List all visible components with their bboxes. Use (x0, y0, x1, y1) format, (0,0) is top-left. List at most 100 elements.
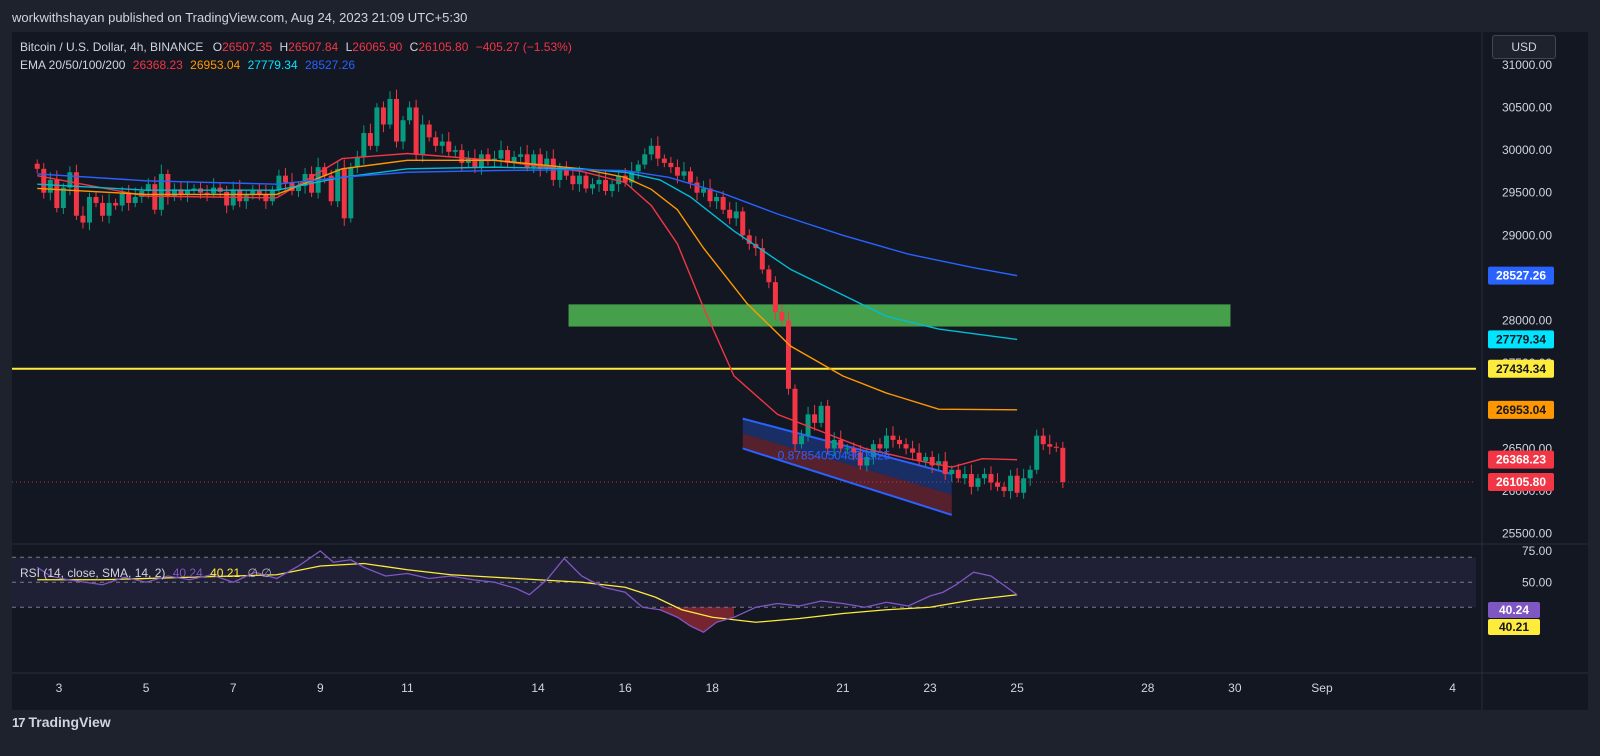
candle[interactable] (282, 175, 288, 183)
candle[interactable] (531, 154, 537, 168)
candle[interactable] (106, 202, 112, 216)
candle[interactable] (596, 179, 602, 185)
candle[interactable] (322, 167, 328, 176)
candle[interactable] (93, 196, 99, 203)
candle[interactable] (955, 469, 961, 479)
candle[interactable] (818, 405, 824, 423)
ema-line-ema-50[interactable] (37, 159, 1018, 411)
rsi-sma-line[interactable] (37, 562, 1018, 623)
candle[interactable] (668, 162, 674, 168)
candle[interactable] (446, 141, 452, 152)
candle[interactable] (720, 196, 726, 210)
tradingview-logo[interactable]: 17 TradingView (12, 714, 111, 730)
candle[interactable] (792, 388, 798, 445)
candle[interactable] (570, 175, 576, 185)
candle[interactable] (269, 190, 275, 202)
candle[interactable] (1034, 435, 1040, 470)
candle[interactable] (707, 188, 713, 202)
candle[interactable] (1001, 486, 1007, 492)
candle[interactable] (890, 435, 896, 440)
candle[interactable] (296, 185, 302, 191)
candle[interactable] (897, 439, 903, 445)
candle[interactable] (759, 248, 765, 270)
candle[interactable] (498, 150, 504, 159)
candle[interactable] (171, 189, 177, 197)
candle[interactable] (452, 150, 458, 152)
symbol-name[interactable]: Bitcoin / U.S. Dollar, 4h, BINANCE (20, 40, 204, 54)
price-tag[interactable] (1488, 450, 1554, 469)
candle[interactable] (544, 158, 550, 169)
candle[interactable] (694, 182, 700, 193)
candle[interactable] (1008, 475, 1014, 492)
candle[interactable] (648, 145, 654, 155)
candle[interactable] (929, 456, 935, 466)
candle[interactable] (511, 156, 517, 163)
candle[interactable] (740, 211, 746, 236)
candle[interactable] (799, 435, 805, 445)
candle[interactable] (942, 461, 948, 475)
channel-lower-line[interactable] (742, 447, 953, 516)
candle[interactable] (472, 158, 478, 168)
candle[interactable] (550, 158, 556, 180)
price-tag[interactable] (1488, 266, 1554, 285)
candle[interactable] (387, 98, 393, 125)
ema-legend[interactable]: EMA 20/50/100/200 26368.23 26953.04 2777… (20, 58, 355, 72)
candle[interactable] (785, 320, 791, 389)
candle[interactable] (518, 154, 524, 157)
candle[interactable] (583, 175, 589, 189)
candle[interactable] (864, 456, 870, 466)
candle[interactable] (916, 452, 922, 462)
candle[interactable] (746, 235, 752, 244)
candle[interactable] (54, 179, 60, 209)
candle[interactable] (772, 282, 778, 313)
candle[interactable] (1047, 444, 1053, 447)
candle[interactable] (47, 179, 53, 193)
candle[interactable] (910, 448, 916, 453)
candle[interactable] (733, 211, 739, 219)
rsi-tag[interactable] (1488, 619, 1540, 635)
chart-svg[interactable]: 31000.00 30500.00 30000.00 29500.00 29000.00… (12, 32, 1588, 710)
candle[interactable] (184, 190, 190, 195)
candle[interactable] (537, 154, 543, 169)
candle[interactable] (903, 444, 909, 449)
candle[interactable] (981, 474, 987, 479)
price-tag[interactable] (1488, 473, 1554, 492)
resistance-zone[interactable] (568, 304, 1231, 327)
candle[interactable] (394, 98, 400, 142)
candle[interactable] (224, 191, 230, 206)
candle[interactable] (629, 171, 635, 183)
candle[interactable] (400, 120, 406, 142)
candle[interactable] (348, 167, 354, 219)
candle[interactable] (622, 175, 628, 183)
candle[interactable] (962, 474, 968, 479)
candle[interactable] (328, 175, 334, 202)
candle[interactable] (851, 448, 857, 453)
candle[interactable] (243, 195, 249, 202)
candle[interactable] (158, 173, 164, 210)
candle[interactable] (812, 414, 818, 423)
candle[interactable] (361, 133, 367, 157)
candle[interactable] (250, 191, 256, 196)
candle[interactable] (380, 107, 386, 125)
candle[interactable] (335, 168, 341, 202)
candle[interactable] (661, 158, 667, 163)
candle[interactable] (165, 173, 171, 197)
candle[interactable] (681, 171, 687, 176)
candle[interactable] (276, 175, 282, 191)
candle[interactable] (1027, 469, 1033, 479)
candle[interactable] (505, 150, 511, 163)
candle[interactable] (674, 167, 680, 176)
candle[interactable] (34, 163, 40, 169)
candle[interactable] (635, 164, 641, 172)
candle[interactable] (655, 145, 661, 159)
candle[interactable] (100, 202, 106, 216)
candle[interactable] (1053, 446, 1059, 448)
price-tag[interactable] (1488, 359, 1554, 378)
candle[interactable] (857, 452, 863, 466)
candle[interactable] (485, 154, 491, 162)
candle[interactable] (831, 439, 837, 449)
candle[interactable] (459, 150, 465, 163)
candle[interactable] (779, 312, 785, 321)
rsi-legend[interactable]: RSI (14, close, SMA, 14, 2) 40.24 40.21 … (20, 566, 272, 580)
candle[interactable] (67, 172, 73, 188)
